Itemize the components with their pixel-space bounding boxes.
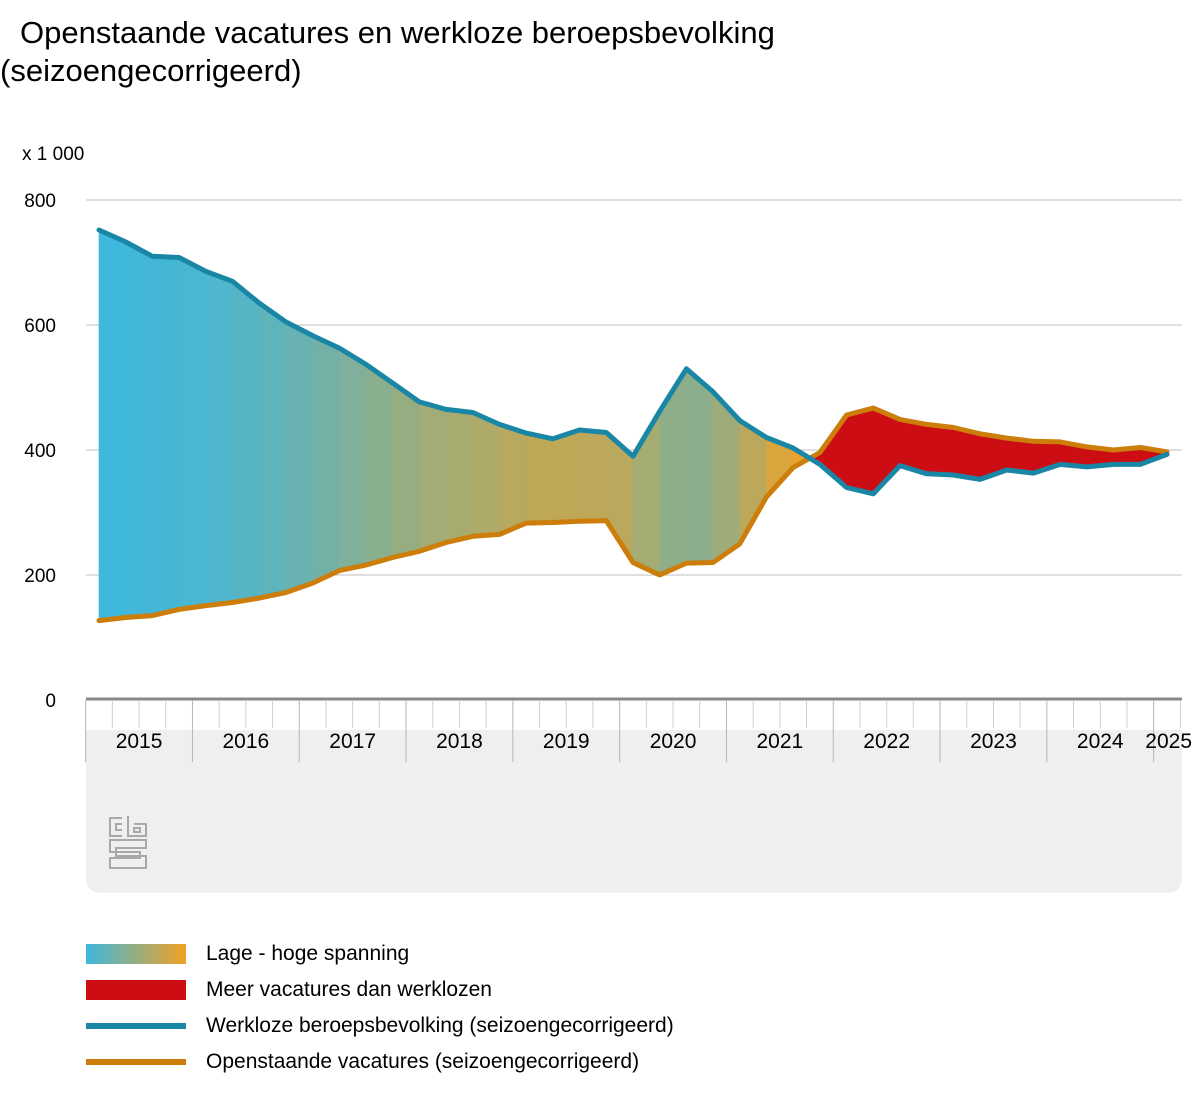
legend-swatch-unemployed xyxy=(86,1023,186,1029)
series-line-vacancies xyxy=(96,405,1170,624)
x-tick-label-2021: 2021 xyxy=(756,730,803,753)
x-tick-label-2018: 2018 xyxy=(436,730,483,753)
legend-swatch-vacancies xyxy=(86,1059,186,1065)
area-segment-0 xyxy=(98,229,126,621)
area-segment-28 xyxy=(846,407,874,495)
x-tick-label-2015: 2015 xyxy=(116,730,163,753)
area-segment-15 xyxy=(499,423,527,535)
x-tick-label-2016: 2016 xyxy=(222,730,269,753)
x-axis-panel xyxy=(86,700,1182,893)
legend-swatch-tension xyxy=(86,944,186,964)
area-segment-10 xyxy=(365,363,393,566)
legend-label-vacancies: Openstaande vacatures (seizoengecorrigee… xyxy=(206,1050,640,1073)
y-tick-label-800: 800 xyxy=(24,191,56,212)
area-segment-4 xyxy=(205,270,233,606)
area-segment-11 xyxy=(392,382,420,558)
legend-label-unemployed: Werkloze beroepsbevolking (seizoengecorr… xyxy=(206,1014,674,1037)
chart-title-line1: Openstaande vacatures en werkloze beroep… xyxy=(20,15,775,50)
cbs-logo-icon xyxy=(109,816,147,869)
x-tick-label-2017: 2017 xyxy=(329,730,376,753)
area-segment-7 xyxy=(285,321,313,593)
series-lines xyxy=(96,227,1170,624)
area-segment-2 xyxy=(152,255,180,617)
x-tick-label-2025: 2025 xyxy=(1145,730,1192,753)
area-segment-5 xyxy=(232,280,260,603)
x-tick-label-2022: 2022 xyxy=(863,730,910,753)
area-segment-21 xyxy=(659,367,687,576)
area-segment-12 xyxy=(419,401,447,552)
x-tick-label-2024: 2024 xyxy=(1077,730,1124,753)
series-line-unemployed xyxy=(96,227,1170,497)
area-segment-18 xyxy=(579,429,607,522)
area-segment-8 xyxy=(312,335,340,584)
y-tick-label-400: 400 xyxy=(24,441,56,462)
y-tick-label-600: 600 xyxy=(24,316,56,337)
area-segment-6 xyxy=(258,302,287,599)
y-tick-labels: 0 200 400 600 800 xyxy=(24,191,56,712)
x-axis-panel-top xyxy=(86,700,1182,730)
x-tick-label-2019: 2019 xyxy=(543,730,590,753)
area-segment-31 xyxy=(926,424,954,476)
x-axis: 2015 2016 2017 2018 2019 2020 2021 2022 2023 2024… xyxy=(85,697,1192,762)
chart-title: Openstaande vacatures en werkloze beroep… xyxy=(0,14,775,90)
area-segment-34 xyxy=(1006,437,1034,474)
y-tick-label-0: 0 xyxy=(45,691,56,712)
chart-title-line2: (seizoengecorrigeerd) xyxy=(0,53,302,88)
area-segment-13 xyxy=(445,409,474,543)
area-segment-1 xyxy=(125,241,153,618)
area-segment-22 xyxy=(686,368,714,564)
x-tick-label-2023: 2023 xyxy=(970,730,1017,753)
tension-areas xyxy=(98,229,1168,621)
area-segment-9 xyxy=(339,347,367,571)
legend-label-more-vacancies: Meer vacatures dan werklozen xyxy=(206,978,492,1001)
y-tick-label-200: 200 xyxy=(24,566,56,587)
legend-label-tension: Lage - hoge spanning xyxy=(206,942,410,965)
area-segment-16 xyxy=(525,432,554,524)
area-segment-14 xyxy=(472,412,500,537)
area-segment-17 xyxy=(552,429,580,523)
cbs-logo xyxy=(108,814,148,875)
area-segment-3 xyxy=(178,257,207,610)
y-axis-unit-label: x 1 000 xyxy=(22,144,85,165)
legend-swatch-more-vacancies xyxy=(86,980,186,1000)
x-tick-label-2020: 2020 xyxy=(650,730,697,753)
